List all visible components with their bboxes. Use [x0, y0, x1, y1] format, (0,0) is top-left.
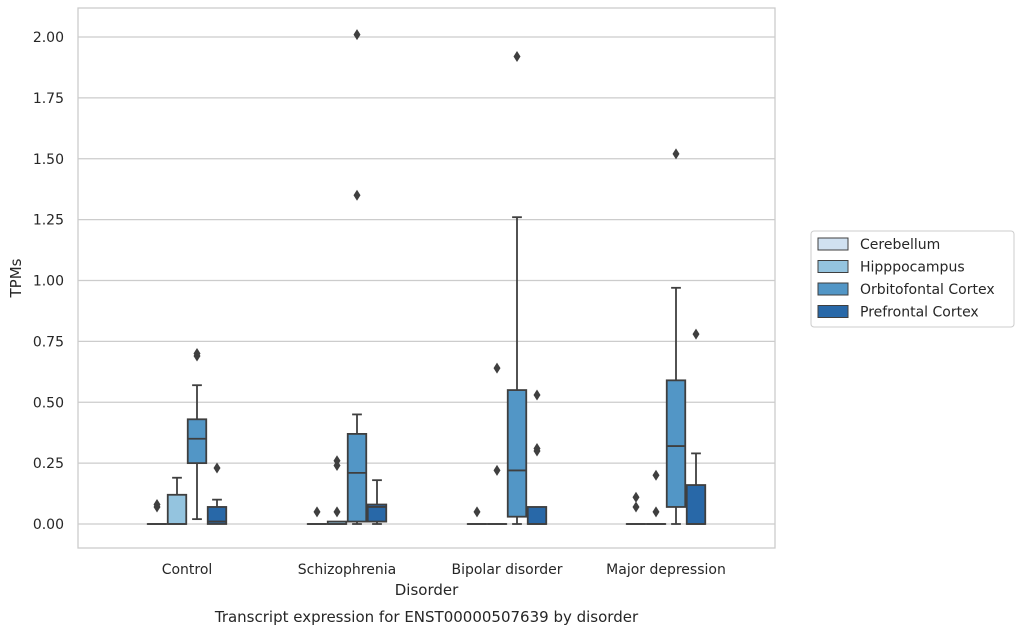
legend-swatch: [817, 305, 849, 318]
outlier-point: [533, 443, 541, 455]
y-tick-label: 2.00: [33, 30, 64, 46]
y-tick-label: 1.50: [33, 152, 64, 168]
box-orbitofontal-cortex: [665, 148, 687, 525]
box-body: [346, 433, 368, 523]
y-axis-title: TPMs: [7, 258, 25, 298]
box-body: [526, 506, 548, 525]
y-tick-label: 1.75: [33, 91, 64, 107]
box-hipppocampus: [486, 362, 508, 525]
box-hipppocampus: [166, 476, 188, 525]
box-body: [366, 503, 388, 523]
legend-swatch: [817, 282, 849, 296]
outlier-point: [493, 464, 501, 476]
box-hipppocampus: [645, 469, 667, 525]
legend-label: Orbitofontal Cortex: [860, 282, 995, 298]
box-cerebellum: [466, 506, 488, 525]
outlier-point: [353, 29, 361, 41]
outlier-point: [213, 462, 221, 474]
outlier-point: [692, 328, 700, 340]
x-tick-labels: Control Schizophrenia Bipolar disorder Majo…: [162, 562, 726, 578]
x-tick-label: Major depression: [606, 562, 726, 578]
box-groups: [146, 29, 707, 525]
outlier-point: [333, 506, 341, 518]
box-prefrontal-cortex: [526, 389, 548, 525]
y-tick-label: 0.25: [33, 456, 64, 472]
x-axis-title: Disorder: [395, 581, 459, 599]
legend-swatch: [817, 237, 849, 251]
x-tick-label: Schizophrenia: [298, 562, 396, 578]
box-prefrontal-cortex: [206, 462, 228, 525]
outlier-point: [313, 506, 321, 518]
box-body: [685, 484, 707, 525]
legend-label: Hipppocampus: [860, 260, 965, 276]
legend-swatch: [817, 260, 849, 273]
x-tick-label: Bipolar disorder: [451, 562, 562, 578]
gridlines: [78, 36, 775, 525]
box-cerebellum: [625, 491, 647, 525]
outlier-point: [652, 506, 660, 518]
outlier-point: [533, 389, 541, 401]
outlier-point: [333, 455, 341, 467]
box-body: [665, 379, 687, 508]
y-tick-label: 1.25: [33, 213, 64, 229]
box-orbitofontal-cortex: [506, 50, 528, 525]
box-cerebellum: [146, 499, 168, 525]
outlier-point: [353, 189, 361, 201]
legend: Cerebellum Hipppocampus Orbitofontal Corte…: [810, 230, 1015, 328]
outlier-point: [672, 148, 680, 160]
y-tick-label: 1.00: [33, 274, 64, 290]
box-body: [186, 418, 208, 465]
box-body: [506, 389, 528, 518]
outlier-point: [193, 348, 201, 360]
outlier-point: [632, 501, 640, 513]
outlier-point: [632, 491, 640, 503]
box-cerebellum: [306, 506, 328, 525]
box-body: [166, 493, 188, 525]
x-tick-label: Control: [162, 562, 213, 578]
chart-caption: Transcript expression for ENST0000050763…: [214, 608, 639, 626]
box-body: [206, 506, 228, 525]
legend-label: Prefrontal Cortex: [860, 305, 979, 321]
outlier-point: [493, 362, 501, 374]
outlier-point: [513, 50, 521, 62]
legend-frame: [810, 230, 1015, 328]
box-prefrontal-cortex: [366, 479, 388, 525]
outlier-point: [652, 469, 660, 481]
y-tick-label: 0.75: [33, 334, 64, 350]
legend-label: Cerebellum: [860, 237, 940, 253]
outlier-point: [153, 499, 161, 511]
plot-frame: [77, 7, 776, 549]
outlier-point: [473, 506, 481, 518]
y-tick-label: 0.00: [33, 517, 64, 533]
y-tick-label: 0.50: [33, 395, 64, 411]
y-tick-labels: 0.00 0.25 0.50 0.75 1.00 1.25 1.50 1.75 2.00: [33, 30, 64, 533]
box-orbitofontal-cortex: [186, 348, 208, 521]
box-hipppocampus: [326, 455, 348, 525]
box-orbitofontal-cortex: [346, 29, 368, 525]
box-prefrontal-cortex: [685, 328, 707, 525]
